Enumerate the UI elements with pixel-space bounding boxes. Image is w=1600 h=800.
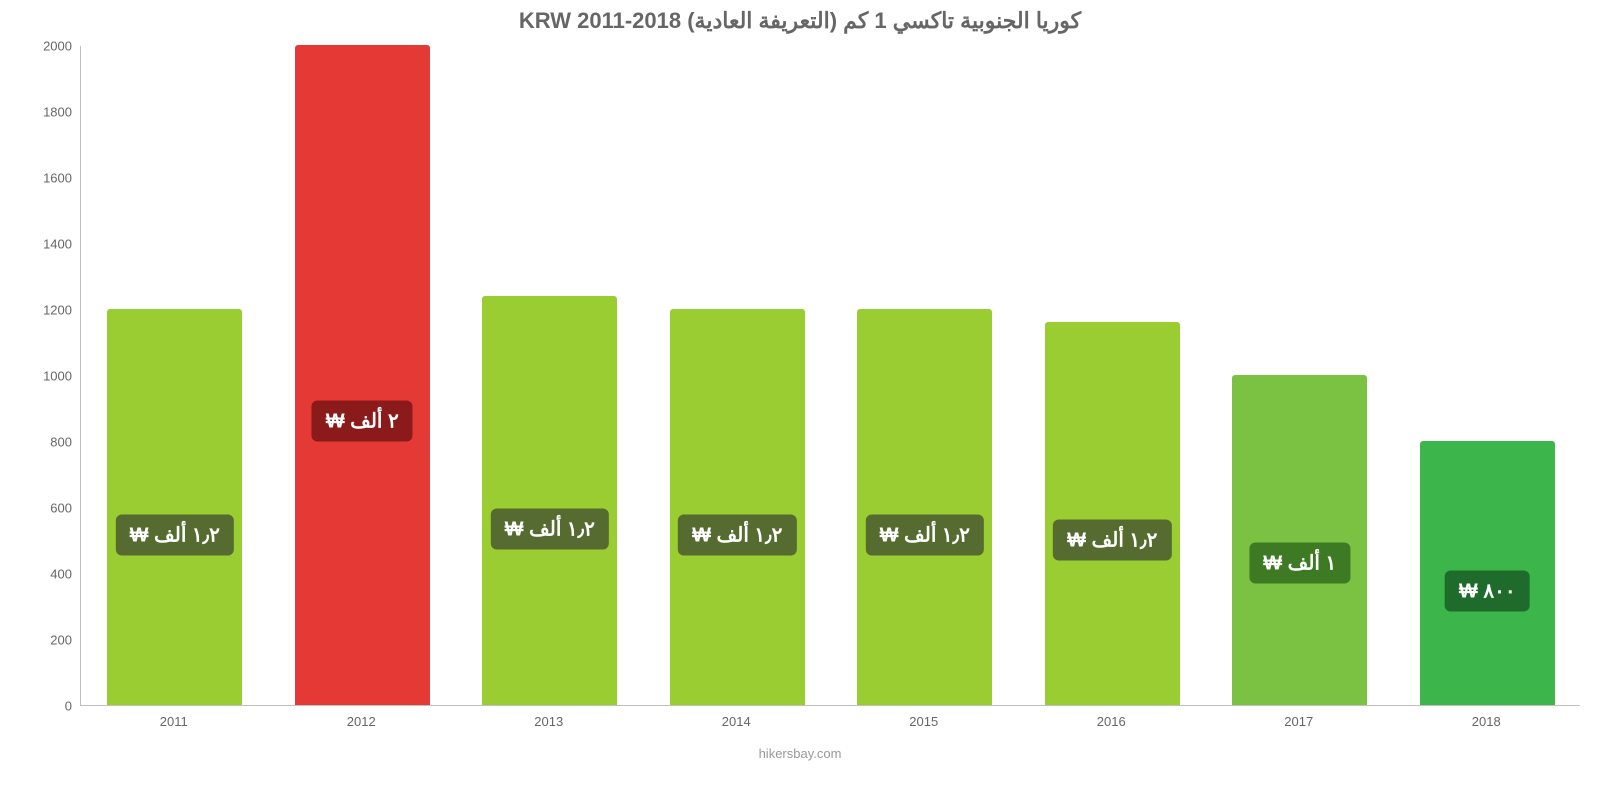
y-tick-label: 1000 [43, 369, 72, 384]
value-label-2015: ١٫٢ ألف ₩ [866, 514, 984, 555]
x-tick-label: 2017 [1284, 714, 1313, 729]
x-tick-label: 2013 [534, 714, 563, 729]
value-label-2012: ٢ ألف ₩ [312, 401, 413, 442]
bar-2017 [1232, 375, 1367, 705]
chart-wrapper: 0200400600800100012001400160018002000 ١٫… [20, 46, 1580, 746]
y-tick-label: 1400 [43, 237, 72, 252]
y-tick-label: 1600 [43, 171, 72, 186]
x-tick-label: 2012 [347, 714, 376, 729]
value-label-2016: ١٫٢ ألف ₩ [1053, 520, 1171, 561]
x-tick-label: 2014 [722, 714, 751, 729]
y-tick-label: 800 [50, 435, 72, 450]
y-tick-label: 400 [50, 567, 72, 582]
x-axis: 2011 2012 2013 2014 2015 2016 2017 2018 [80, 714, 1580, 738]
y-tick-label: 0 [65, 699, 72, 714]
y-tick-label: 1200 [43, 303, 72, 318]
bar-2012 [295, 45, 430, 705]
value-label-2013: ١٫٢ ألف ₩ [491, 509, 609, 550]
bar-2013 [482, 296, 617, 705]
y-tick-label: 1800 [43, 105, 72, 120]
value-label-2011: ١٫٢ ألف ₩ [116, 514, 234, 555]
credit-text: hikersbay.com [759, 746, 842, 761]
bar-2015 [857, 309, 992, 705]
bar-2014 [670, 309, 805, 705]
value-label-2014: ١٫٢ ألف ₩ [678, 514, 796, 555]
plot-area: ١٫٢ ألف ₩ ٢ ألف ₩ ١٫٢ ألف ₩ ١٫٢ ألف ₩ ١٫٢ أل… [80, 46, 1580, 706]
bar-2011 [107, 309, 242, 705]
y-axis: 0200400600800100012001400160018002000 [20, 46, 80, 706]
chart-title: كوريا الجنوبية تاكسي 1 كم (التعريفة العا… [519, 8, 1081, 34]
x-tick-label: 2011 [160, 714, 188, 729]
y-tick-label: 600 [50, 501, 72, 516]
bar-2016 [1045, 322, 1180, 705]
value-label-2018: ٨٠٠ ₩ [1445, 571, 1530, 612]
x-tick-label: 2016 [1097, 714, 1126, 729]
y-tick-label: 200 [50, 633, 72, 648]
y-tick-label: 2000 [43, 39, 72, 54]
value-label-2017: ١ ألف ₩ [1249, 543, 1350, 584]
x-tick-label: 2018 [1472, 714, 1501, 729]
x-tick-label: 2015 [909, 714, 938, 729]
